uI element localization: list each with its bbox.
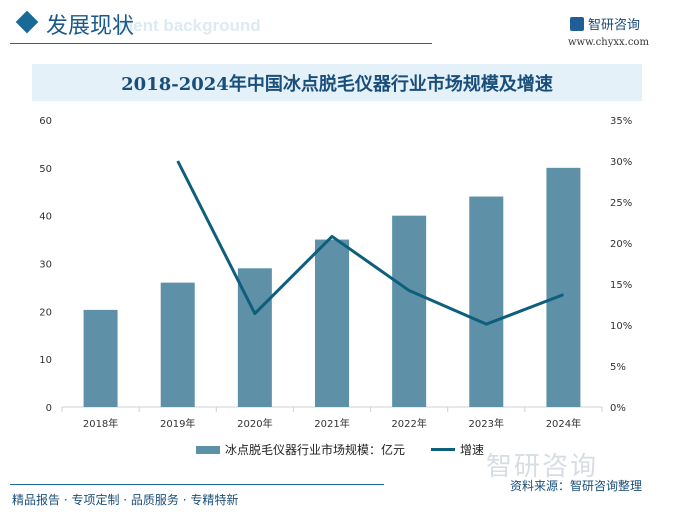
x-tick-label: 2023年: [469, 417, 504, 430]
x-tick-label: 2024年: [546, 417, 581, 430]
section-title: 发展现状: [46, 14, 135, 39]
bar-2023年: [469, 196, 504, 407]
logo-text: 智研咨询: [588, 18, 641, 33]
chart-title-box: 2018-2024年中国冰点脱毛仪器行业市场规模及增速: [32, 64, 642, 101]
bar-2021年: [315, 239, 349, 407]
logo-url: www.chyxx.com: [568, 37, 649, 48]
legend-bar-swatch: [196, 445, 220, 454]
x-tick-label: 2019年: [160, 417, 195, 430]
left-tick-label: 20: [39, 307, 52, 318]
source-note: 资料来源：智研咨询整理: [510, 479, 643, 493]
footer-slogan: 精品报告 · 专项定制 · 品质服务 · 专精特新: [12, 493, 239, 507]
right-tick-label: 5%: [610, 362, 626, 373]
right-tick-label: 35%: [610, 116, 632, 127]
left-tick-label: 40: [39, 212, 52, 223]
right-tick-label: 30%: [610, 157, 632, 168]
logo: 智研咨询: [570, 14, 640, 33]
bar-2024年: [546, 167, 581, 407]
legend-line-swatch: [431, 448, 456, 451]
watermark: 智研咨询: [486, 452, 599, 482]
x-tick-label: 2018年: [83, 417, 118, 430]
footer-divider: [10, 484, 384, 485]
bar-2022年: [392, 215, 427, 407]
left-tick-label: 10: [39, 355, 52, 366]
bar-2018年: [83, 309, 118, 407]
right-tick-label: 20%: [610, 239, 632, 250]
left-tick-label: 60: [39, 116, 52, 127]
left-tick-label: 30: [39, 260, 52, 271]
x-tick-label: 2021年: [314, 417, 349, 430]
right-tick-label: 0%: [610, 403, 626, 414]
x-tick-label: 2020年: [237, 417, 272, 430]
legend: 冰点脱毛仪器行业市场规模：亿元 增速: [196, 441, 484, 458]
left-tick-label: 0: [46, 403, 52, 414]
header-divider: [10, 43, 432, 44]
bar-2019年: [160, 282, 195, 407]
chart-title: 2018-2024年中国冰点脱毛仪器行业市场规模及增速: [121, 73, 553, 95]
right-tick-label: 15%: [610, 280, 632, 291]
logo-icon: [570, 16, 584, 31]
left-tick-label: 50: [39, 164, 52, 175]
x-tick-label: 2022年: [391, 417, 426, 430]
section-bg-text: ment background: [118, 16, 261, 35]
legend-line-label: 增速: [460, 443, 485, 457]
right-tick-label: 25%: [610, 198, 632, 209]
growth-line: [176, 160, 564, 326]
right-tick-label: 10%: [610, 321, 632, 332]
legend-bar-label: 冰点脱毛仪器行业市场规模：亿元: [225, 443, 406, 457]
